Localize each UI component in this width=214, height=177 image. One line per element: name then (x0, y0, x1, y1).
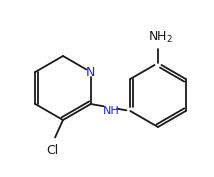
Text: NH: NH (103, 105, 120, 116)
Text: N: N (86, 65, 95, 79)
Text: Cl: Cl (46, 144, 58, 158)
Text: NH$_2$: NH$_2$ (147, 29, 172, 45)
